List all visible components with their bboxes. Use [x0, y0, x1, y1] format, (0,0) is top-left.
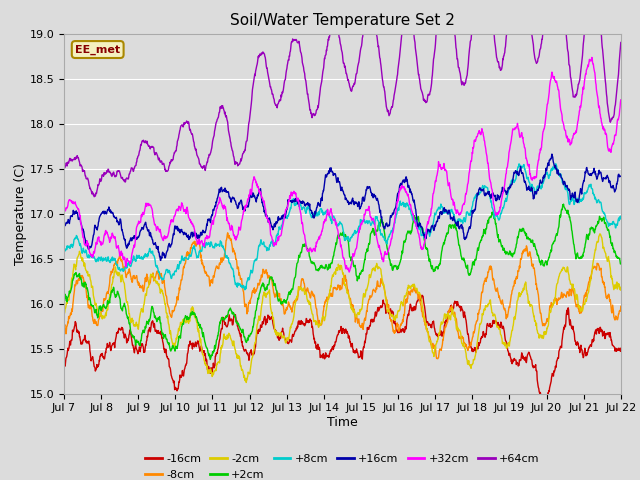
-16cm: [246, 349, 254, 355]
Line: +2cm: +2cm: [64, 204, 621, 360]
+2cm: [429, 267, 437, 273]
+2cm: [184, 316, 191, 322]
-8cm: [224, 230, 232, 236]
-8cm: [246, 297, 254, 302]
+64cm: [502, 39, 509, 45]
-16cm: [617, 346, 625, 351]
+64cm: [246, 108, 254, 113]
-8cm: [552, 297, 559, 303]
+2cm: [551, 238, 559, 243]
+64cm: [171, 150, 179, 156]
-2cm: [429, 350, 437, 356]
+16cm: [502, 188, 509, 194]
+32cm: [617, 97, 625, 103]
+2cm: [560, 201, 568, 207]
+16cm: [60, 222, 68, 228]
+64cm: [60, 167, 68, 172]
-2cm: [184, 318, 191, 324]
-8cm: [170, 308, 178, 313]
+32cm: [346, 269, 353, 275]
+64cm: [429, 61, 437, 67]
+16cm: [552, 163, 559, 168]
+16cm: [429, 225, 437, 231]
-16cm: [552, 363, 559, 369]
+16cm: [184, 232, 192, 238]
-16cm: [184, 350, 191, 356]
+64cm: [184, 119, 192, 125]
-8cm: [60, 320, 68, 325]
-8cm: [434, 356, 442, 361]
+2cm: [246, 331, 254, 336]
Line: +32cm: +32cm: [64, 58, 621, 272]
+32cm: [170, 213, 178, 219]
-16cm: [541, 401, 549, 407]
+2cm: [207, 357, 214, 362]
Text: EE_met: EE_met: [75, 44, 120, 55]
+8cm: [552, 161, 559, 167]
+32cm: [502, 171, 509, 177]
Line: +8cm: +8cm: [64, 164, 621, 290]
+16cm: [617, 173, 625, 179]
Y-axis label: Temperature (C): Temperature (C): [13, 163, 27, 264]
+64cm: [90, 194, 98, 200]
-2cm: [243, 380, 250, 385]
+8cm: [170, 270, 178, 276]
+64cm: [617, 39, 625, 45]
-8cm: [502, 316, 510, 322]
+16cm: [157, 258, 164, 264]
Title: Soil/Water Temperature Set 2: Soil/Water Temperature Set 2: [230, 13, 455, 28]
-16cm: [502, 338, 509, 344]
Line: +64cm: +64cm: [64, 0, 621, 197]
+8cm: [429, 221, 437, 227]
+8cm: [60, 249, 68, 255]
+8cm: [502, 195, 509, 201]
Line: -16cm: -16cm: [64, 295, 621, 404]
-2cm: [60, 310, 68, 316]
+32cm: [429, 191, 437, 196]
-2cm: [170, 343, 178, 348]
-2cm: [246, 364, 254, 370]
+2cm: [170, 347, 178, 352]
+32cm: [60, 205, 68, 211]
Line: +16cm: +16cm: [64, 154, 621, 261]
+32cm: [246, 188, 254, 194]
+8cm: [551, 162, 559, 168]
-8cm: [184, 252, 191, 258]
+32cm: [588, 55, 596, 60]
Legend: -16cm, -8cm, -2cm, +2cm, +8cm, +16cm, +32cm, +64cm: -16cm, -8cm, -2cm, +2cm, +8cm, +16cm, +3…: [141, 450, 544, 480]
+16cm: [171, 224, 179, 230]
-8cm: [617, 303, 625, 309]
+16cm: [246, 191, 254, 197]
-2cm: [617, 287, 625, 293]
-8cm: [429, 346, 437, 351]
-2cm: [551, 295, 559, 300]
+8cm: [241, 287, 248, 293]
-2cm: [596, 231, 604, 237]
-16cm: [60, 362, 68, 368]
+2cm: [502, 252, 509, 257]
+32cm: [551, 78, 559, 84]
-16cm: [429, 319, 437, 325]
-16cm: [415, 292, 423, 298]
+8cm: [246, 270, 254, 276]
+16cm: [548, 151, 556, 157]
-2cm: [502, 341, 509, 347]
Line: -8cm: -8cm: [64, 233, 621, 359]
X-axis label: Time: Time: [327, 416, 358, 429]
-16cm: [170, 381, 178, 386]
+2cm: [60, 293, 68, 299]
+32cm: [184, 208, 191, 214]
+8cm: [617, 216, 625, 222]
Line: -2cm: -2cm: [64, 234, 621, 383]
+8cm: [184, 256, 191, 262]
+2cm: [617, 261, 625, 267]
